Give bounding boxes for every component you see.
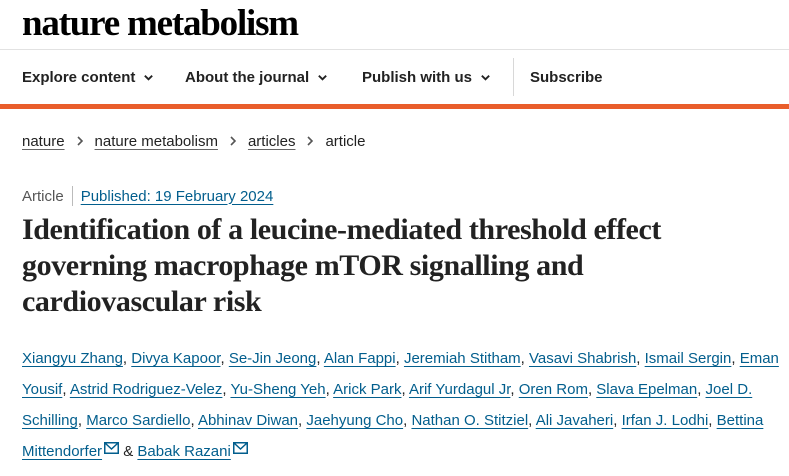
author-link[interactable]: Arif Yurdagul Jr — [408, 381, 511, 398]
author-link[interactable]: Divya Kapoor — [131, 350, 221, 367]
breadcrumb-current: article — [325, 132, 366, 150]
author-link[interactable]: Xiangyu Zhang — [22, 350, 123, 367]
author-link[interactable]: Ali Javaheri — [535, 412, 614, 429]
breadcrumb-nature[interactable]: nature — [22, 132, 65, 150]
breadcrumb: nature nature metabolism articles articl… — [22, 131, 365, 151]
author-separator: , — [316, 350, 321, 367]
nav-about-journal-label: About the journal — [185, 68, 310, 86]
article-type: Article — [22, 187, 64, 205]
breadcrumb-nature-metabolism[interactable]: nature metabolism — [94, 132, 218, 150]
header-divider — [0, 49, 789, 50]
author-link[interactable]: Arick Park — [333, 381, 402, 398]
meta-divider — [71, 186, 73, 206]
author-link[interactable]: Joel D. Schilling — [22, 381, 753, 429]
main-nav: Explore content About the journal Publis… — [0, 50, 789, 104]
nav-about-journal[interactable]: About the journal — [185, 50, 328, 104]
email-icon[interactable] — [104, 442, 120, 454]
chevron-right-icon — [307, 136, 314, 146]
author-link[interactable]: Slava Epelman — [596, 381, 698, 398]
author-link[interactable]: Abhinav Diwan — [197, 412, 299, 429]
author-link[interactable]: Nathan O. Stitziel — [411, 412, 529, 429]
chevron-down-icon — [318, 74, 327, 81]
author-link[interactable]: Bettina Mittendorfer — [22, 412, 764, 460]
chevron-right-icon — [230, 136, 237, 146]
author-separator: , — [708, 412, 713, 429]
author-separator: , — [613, 412, 618, 429]
article-title: Identification of a leucine-mediated thr… — [22, 213, 661, 318]
author-separator: , — [587, 381, 593, 398]
nav-divider — [513, 58, 514, 96]
author-link[interactable]: Jeremiah Stitham — [403, 350, 521, 367]
chevron-down-icon — [481, 74, 490, 81]
chevron-down-icon — [144, 74, 154, 81]
author-link[interactable]: Vasavi Shabrish — [529, 350, 637, 367]
author-link[interactable]: Babak Razani — [137, 443, 231, 460]
author-link[interactable]: Jaehyung Cho — [306, 412, 404, 429]
author-link[interactable]: Astrid Rodriguez-Velez — [69, 381, 223, 398]
published-date-link[interactable]: Published: 19 February 2024 — [80, 187, 274, 205]
nav-publish-with-us[interactable]: Publish with us — [362, 50, 491, 104]
nav-explore-content-label: Explore content — [22, 68, 136, 86]
author-separator: , — [528, 412, 533, 429]
author-separator: , — [62, 381, 67, 398]
nav-publish-with-us-label: Publish with us — [362, 68, 473, 86]
author-separator: , — [325, 381, 330, 398]
accent-bar — [0, 104, 789, 109]
author-link[interactable]: Alan Fappi — [323, 350, 396, 367]
author-separator: , — [395, 350, 400, 367]
author-link[interactable]: Eman Yousif — [22, 350, 779, 398]
author-link[interactable]: Ismail Sergin — [644, 350, 732, 367]
author-link[interactable]: Yu-Sheng Yeh — [230, 381, 326, 398]
author-separator: , — [122, 350, 128, 367]
nav-subscribe[interactable]: Subscribe — [530, 50, 603, 104]
author-separator: , — [636, 350, 641, 367]
author-separator: , — [731, 350, 736, 367]
email-icon[interactable] — [232, 442, 248, 454]
author-separator: , — [697, 381, 702, 398]
author-link[interactable]: Irfan J. Lodhi — [621, 412, 709, 429]
article-meta: Article Published: 19 February 2024 — [22, 186, 273, 206]
nav-subscribe-label: Subscribe — [530, 68, 603, 86]
author-ampersand: & — [123, 443, 134, 460]
author-separator: , — [77, 412, 83, 429]
author-link[interactable]: Oren Rom — [518, 381, 588, 398]
chevron-right-icon — [76, 136, 83, 146]
author-list: Xiangyu Zhang, Divya Kapoor, Se-Jin Jeon… — [22, 343, 779, 467]
journal-logo[interactable]: nature metabolism — [22, 3, 299, 44]
author-separator: , — [403, 412, 408, 429]
author-separator: , — [222, 381, 227, 398]
author-separator: , — [190, 412, 195, 429]
breadcrumb-articles[interactable]: articles — [247, 132, 296, 150]
author-separator: , — [520, 350, 525, 367]
nav-explore-content[interactable]: Explore content — [22, 50, 154, 104]
author-separator: , — [298, 412, 303, 429]
author-separator: , — [510, 381, 515, 398]
author-link[interactable]: Marco Sardiello — [86, 412, 191, 429]
author-separator: , — [401, 381, 406, 398]
author-separator: , — [220, 350, 225, 367]
author-link[interactable]: Se-Jin Jeong — [228, 350, 317, 367]
